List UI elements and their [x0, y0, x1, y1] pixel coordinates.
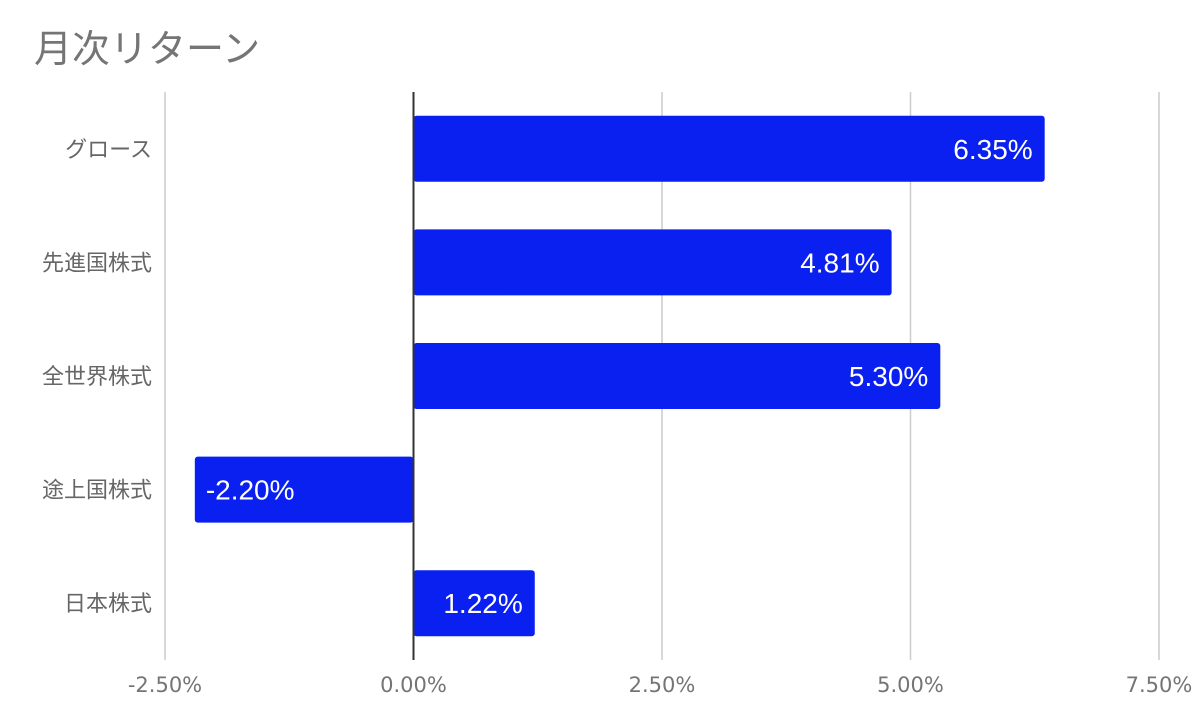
data-label: -2.20% — [206, 475, 295, 506]
data-label: 6.35% — [953, 134, 1032, 165]
chart-title: 月次リターン — [34, 27, 261, 71]
x-tick-label: 0.00% — [380, 673, 447, 697]
data-label: 5.30% — [849, 361, 928, 392]
data-label: 4.81% — [800, 247, 879, 278]
category-label: 先進国株式 — [42, 251, 152, 276]
category-label: 途上国株式 — [42, 479, 152, 504]
category-label: 日本株式 — [64, 592, 152, 617]
data-labels: 6.35% 4.81% 5.30% -2.20% 1.22% — [206, 134, 1033, 619]
x-tick-label: 5.00% — [877, 673, 944, 697]
x-tick-label: -2.50% — [128, 673, 202, 697]
bars — [194, 115, 1045, 637]
bar — [413, 570, 535, 637]
x-tick-label: 2.50% — [629, 673, 696, 697]
category-label: グロース — [65, 138, 152, 163]
x-tick-label: 7.50% — [1126, 673, 1193, 697]
category-label: 全世界株式 — [42, 365, 152, 390]
bar — [194, 456, 414, 523]
bar — [413, 229, 892, 296]
bar — [413, 115, 1045, 182]
x-tick-labels: -2.50% 0.00% 2.50% 5.00% 7.50% — [128, 673, 1193, 697]
data-label: 1.22% — [443, 588, 522, 619]
bar — [413, 343, 941, 409]
